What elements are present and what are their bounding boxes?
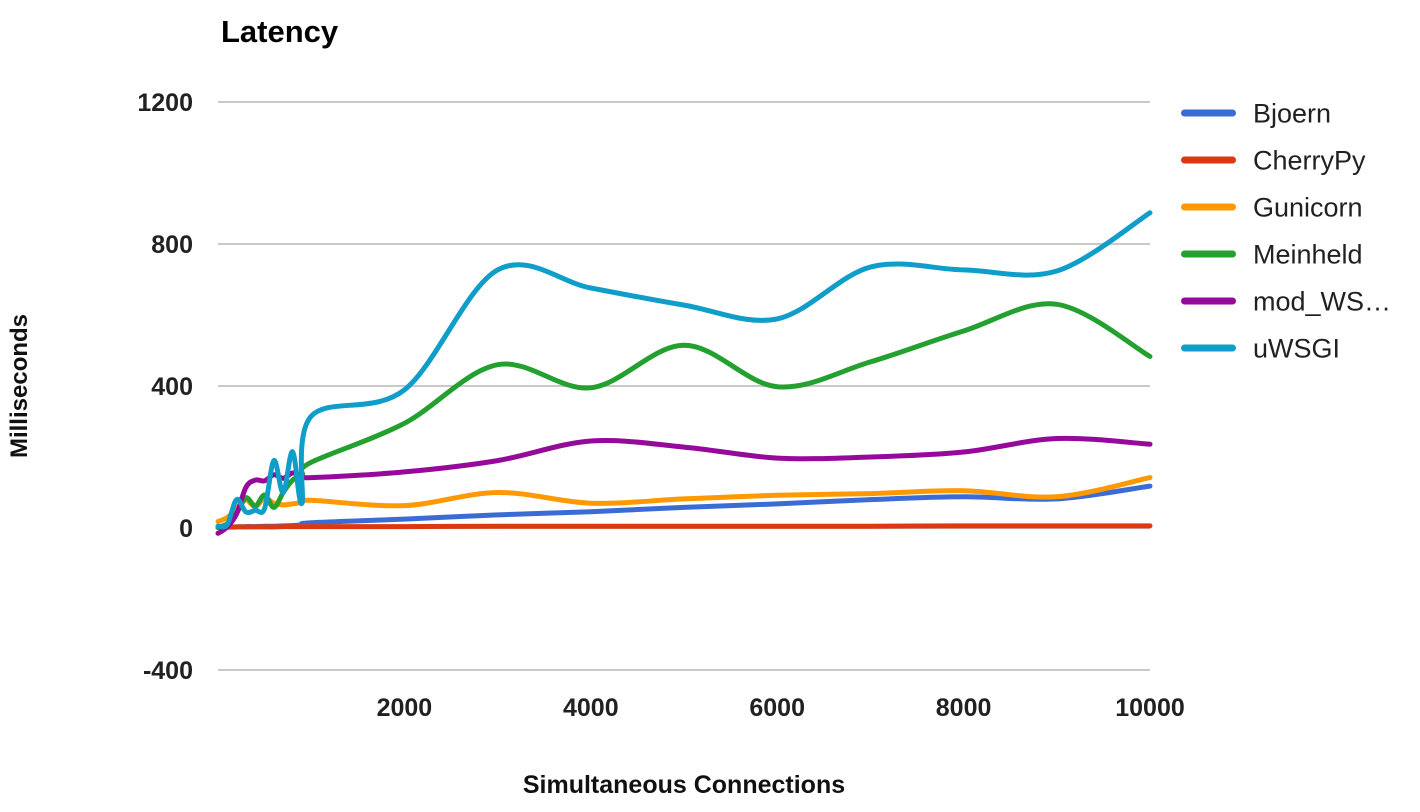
x-tick-label: 8000 (936, 694, 992, 722)
series-line-cherrypy (215, 523, 1153, 530)
legend-swatch-meinheld (1181, 250, 1236, 258)
legend-item-gunicorn: Gunicorn (1181, 193, 1363, 223)
x-tick-label: 6000 (749, 694, 805, 722)
gridlines (218, 101, 1150, 671)
series-lines (215, 210, 1153, 536)
legend-swatch-gunicorn (1181, 203, 1236, 211)
legend-swatch-bjoern (1181, 109, 1236, 117)
x-tick-label: 4000 (563, 694, 619, 722)
legend-item-cherrypy: CherryPy (1181, 146, 1366, 176)
x-tick-label: 10000 (1115, 694, 1185, 722)
y-axis-title: Milliseconds (6, 314, 33, 458)
legend-label-cherrypy: CherryPy (1253, 146, 1366, 176)
legend-label-bjoern: Bjoern (1253, 99, 1331, 129)
y-tick-label: 800 (151, 231, 193, 259)
legend-label-mod-ws: mod_WS… (1253, 287, 1391, 317)
legend-label-gunicorn: Gunicorn (1253, 193, 1363, 223)
series-line-meinheld (215, 301, 1153, 530)
legend-label-uwsgi: uWSGI (1253, 334, 1340, 364)
y-tick-label: -400 (143, 657, 193, 685)
x-tick-labels: 2000 4000 6000 8000 10000 (377, 694, 1185, 722)
legend: Bjoern CherryPy Gunicorn Meinheld mod_WS… uWS… (1181, 99, 1391, 364)
series-line-uwsgi (215, 210, 1153, 530)
legend-item-meinheld: Meinheld (1181, 240, 1363, 270)
legend-label-meinheld: Meinheld (1253, 240, 1363, 270)
y-tick-label: 1200 (137, 89, 193, 117)
legend-swatch-cherrypy (1181, 156, 1236, 164)
legend-swatch-mod-ws (1181, 297, 1236, 305)
legend-item-mod-ws: mod_WS… (1181, 287, 1391, 317)
chart-title: Latency (221, 14, 339, 49)
legend-item-uwsgi: uWSGI (1181, 334, 1340, 364)
x-axis-title: Simultaneous Connections (523, 771, 845, 799)
series-line-mod-ws (215, 435, 1153, 536)
y-tick-labels: -400 0 400 800 1200 (137, 89, 193, 685)
legend-swatch-uwsgi (1181, 344, 1236, 352)
y-tick-label: 0 (179, 515, 193, 543)
legend-item-bjoern: Bjoern (1181, 99, 1331, 129)
x-tick-label: 2000 (377, 694, 433, 722)
y-tick-label: 400 (151, 373, 193, 401)
